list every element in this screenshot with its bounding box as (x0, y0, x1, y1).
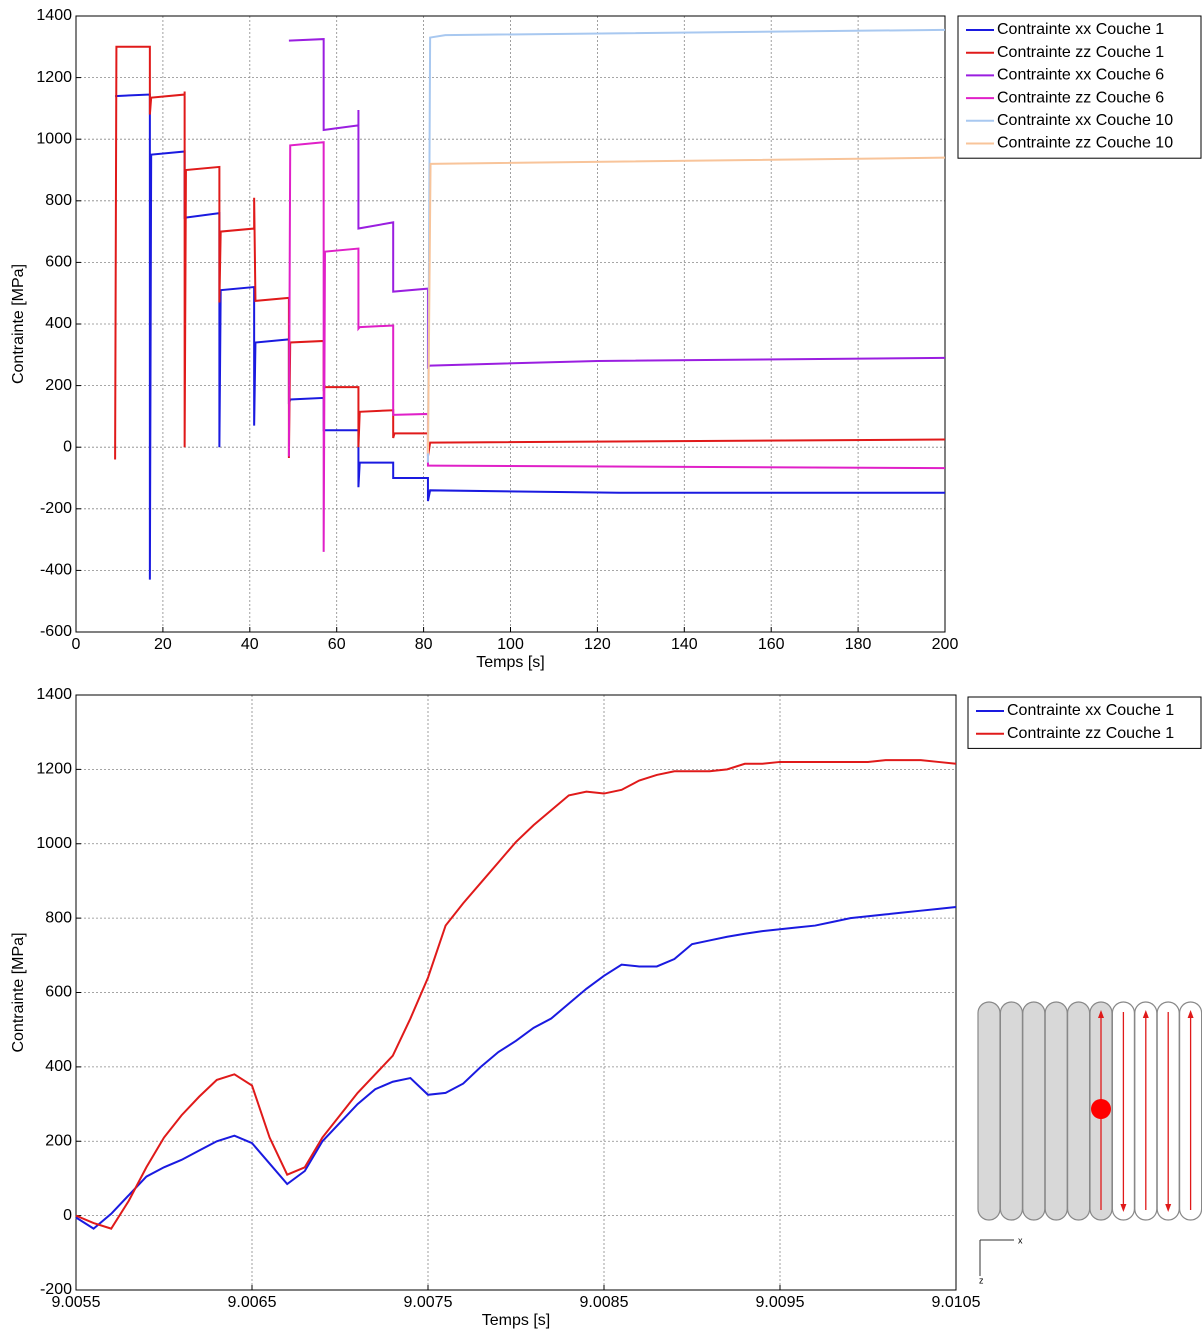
y-tick-label: 1400 (36, 686, 72, 703)
x-tick-label: 9.0065 (228, 1294, 277, 1311)
column (1066, 1001, 1091, 1221)
column (1044, 1001, 1068, 1221)
x-tick-label: 200 (932, 636, 959, 653)
x-tick-label: 9.0075 (404, 1294, 453, 1311)
legend-label: Contrainte xx Couche 10 (997, 112, 1173, 129)
inset-diagram (977, 1001, 1202, 1276)
x-tick-label: 160 (758, 636, 785, 653)
inset-x-label: x (1018, 1235, 1023, 1245)
x-tick-label: 20 (154, 636, 172, 653)
x-tick-label: 9.0085 (580, 1294, 629, 1311)
x-tick-label: 140 (671, 636, 698, 653)
inset-z-label: z (979, 1275, 984, 1285)
y-axis-label: Contrainte [MPa] (10, 932, 27, 1052)
y-tick-label: 1200 (36, 761, 72, 778)
x-tick-label: 180 (845, 636, 872, 653)
column (1022, 1001, 1046, 1221)
data-line (75, 759, 957, 1230)
legend-label: Contrainte zz Couche 1 (1007, 725, 1174, 742)
x-axis-label: Temps [s] (476, 654, 544, 671)
y-tick-label: -200 (40, 1281, 72, 1298)
y-tick-label: 600 (45, 984, 72, 1001)
y-tick-label: -600 (40, 623, 72, 640)
y-tick-label: 1000 (36, 130, 72, 147)
path-arrow (1187, 1010, 1194, 1018)
data-line (426, 156, 946, 454)
data-line (75, 905, 957, 1230)
y-tick-label: 200 (45, 377, 72, 394)
y-tick-label: 0 (63, 438, 72, 455)
x-tick-label: 9.0095 (756, 1294, 805, 1311)
column (999, 1001, 1024, 1221)
legend-label: Contrainte zz Couche 6 (997, 89, 1164, 106)
path-arrow (1098, 1010, 1104, 1018)
x-tick-label: 0 (72, 636, 81, 653)
y-tick-label: 0 (63, 1207, 72, 1224)
path-arrow (1165, 1204, 1172, 1212)
x-tick-label: 60 (328, 636, 346, 653)
path-arrow (1142, 1010, 1149, 1018)
y-tick-label: 200 (45, 1132, 72, 1149)
y-tick-label: 400 (45, 315, 72, 332)
x-tick-label: 9.0055 (52, 1294, 101, 1311)
y-tick-label: -400 (40, 562, 72, 579)
x-tick-label: 80 (415, 636, 433, 653)
x-tick-label: 9.0105 (932, 1294, 981, 1311)
legend-label: Contrainte zz Couche 1 (997, 44, 1164, 61)
legend-label: Contrainte xx Couche 6 (997, 67, 1164, 84)
legend-label: Contrainte xx Couche 1 (997, 21, 1164, 38)
column (977, 1001, 1001, 1221)
path-arrow (1120, 1204, 1127, 1212)
plot-frame (75, 15, 946, 633)
data-line (288, 38, 946, 370)
legend-label: Contrainte zz Couche 10 (997, 135, 1173, 152)
legend-box (967, 696, 1202, 749)
y-tick-label: -200 (40, 500, 72, 517)
y-tick-label: 800 (45, 909, 72, 926)
y-tick-label: 800 (45, 192, 72, 209)
y-tick-label: 1400 (36, 7, 72, 24)
y-tick-label: 600 (45, 254, 72, 271)
plot-frame (75, 694, 957, 1291)
y-tick-label: 1000 (36, 835, 72, 852)
x-tick-label: 120 (584, 636, 611, 653)
y-axis-label: Contrainte [MPa] (10, 264, 27, 384)
y-tick-label: 400 (45, 1058, 72, 1075)
x-tick-label: 100 (497, 636, 524, 653)
x-tick-label: 40 (241, 636, 259, 653)
laser-dot (1091, 1099, 1111, 1119)
legend-label: Contrainte xx Couche 1 (1007, 702, 1174, 719)
y-tick-label: 1200 (36, 69, 72, 86)
legend-box (957, 15, 1202, 159)
x-axis-label: Temps [s] (482, 1312, 550, 1329)
